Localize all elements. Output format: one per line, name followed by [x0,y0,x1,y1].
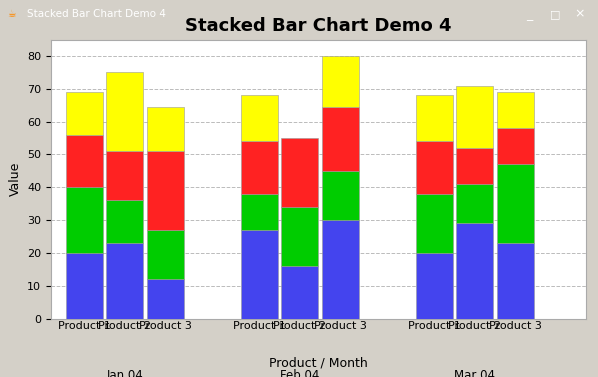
Bar [66,187,103,253]
Bar [106,151,144,201]
Text: Jan 04: Jan 04 [106,369,144,377]
Bar [66,135,103,187]
Bar [66,92,103,135]
Bar [147,151,184,230]
Bar [106,201,144,243]
Text: _: _ [526,8,532,21]
Bar [497,164,534,243]
Bar [497,243,534,319]
Bar [416,141,453,194]
Bar [456,86,493,148]
Text: □: □ [550,9,561,19]
Text: ☕: ☕ [7,9,16,19]
Text: Stacked Bar Chart Demo 4: Stacked Bar Chart Demo 4 [27,9,166,19]
Bar [106,243,144,319]
Bar [416,95,453,141]
Bar [241,141,278,194]
Bar [322,107,359,171]
Bar [456,148,493,184]
Bar [282,138,318,207]
Bar [456,224,493,319]
Bar [416,253,453,319]
X-axis label: Product / Month: Product / Month [269,356,368,369]
Bar [416,194,453,253]
Bar [282,266,318,319]
Bar [241,95,278,141]
Bar [497,92,534,128]
Bar [322,56,359,107]
Bar [106,72,144,151]
Bar [282,207,318,266]
Text: ×: × [574,8,585,21]
Bar [241,230,278,319]
Text: Feb 04: Feb 04 [280,369,319,377]
Bar [147,107,184,151]
Y-axis label: Value: Value [8,162,22,196]
Bar [147,230,184,279]
Bar [241,194,278,230]
Bar [497,128,534,164]
Bar [66,253,103,319]
Bar [322,171,359,220]
Title: Stacked Bar Chart Demo 4: Stacked Bar Chart Demo 4 [185,17,451,35]
Bar [147,279,184,319]
Bar [456,184,493,224]
Bar [322,220,359,319]
Text: Mar 04: Mar 04 [454,369,496,377]
